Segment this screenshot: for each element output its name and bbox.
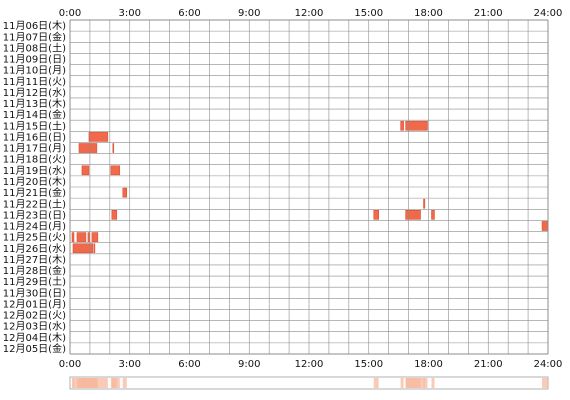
row-label: 11月25日(火) xyxy=(3,232,66,244)
activity-bar xyxy=(91,232,99,242)
x-tick-label-top: 6:00 xyxy=(178,8,200,19)
row-label: 11月07日(金) xyxy=(3,30,66,43)
activity-bars xyxy=(71,120,549,254)
activity-bar xyxy=(111,210,118,220)
row-label: 11月09日(日) xyxy=(3,54,66,66)
row-label: 11月20日(木) xyxy=(3,176,66,188)
activity-bar xyxy=(400,120,404,131)
row-label: 11月13日(木) xyxy=(3,98,66,110)
row-label: 11月18日(火) xyxy=(3,154,66,166)
row-label: 11月29日(土) xyxy=(3,275,66,288)
x-tick-label-top: 0:00 xyxy=(59,8,81,19)
x-tick-label-top: 9:00 xyxy=(238,8,260,19)
summary-strip-frame xyxy=(69,376,549,390)
activity-bar xyxy=(72,243,94,254)
x-tick-label-bottom: 18:00 xyxy=(414,359,443,370)
activity-bar xyxy=(81,165,90,176)
activity-bar xyxy=(405,120,428,131)
x-tick-label-top: 12:00 xyxy=(295,8,324,19)
row-labels: 11月06日(木)11月07日(金)11月08日(土)11月09日(日)11月1… xyxy=(3,20,66,355)
activity-bar xyxy=(71,232,75,242)
summary-strip-mark xyxy=(542,378,548,388)
x-tick-label-bottom: 12:00 xyxy=(295,359,324,370)
row-label: 11月26日(水) xyxy=(3,243,66,255)
x-tick-label-bottom: 9:00 xyxy=(238,359,260,370)
row-label: 11月15日(土) xyxy=(3,119,66,132)
x-tick-label-top: 24:00 xyxy=(534,8,563,19)
activity-bar xyxy=(405,210,421,220)
activity-bar xyxy=(423,198,426,209)
summary-strip-mark xyxy=(373,378,379,388)
row-label: 11月28日(金) xyxy=(3,264,66,277)
summary-strip-mark xyxy=(72,378,93,388)
activity-bar xyxy=(88,132,109,142)
summary-strip-mark xyxy=(111,378,117,388)
summary-strip-mark xyxy=(423,378,425,388)
row-label: 11月12日(水) xyxy=(3,87,66,99)
row-label: 11月10日(月) xyxy=(3,65,66,77)
x-tick-label-bottom: 6:00 xyxy=(178,359,200,370)
row-label: 12月05日(金) xyxy=(3,342,66,355)
summary-strip-mark xyxy=(431,378,435,388)
row-label: 12月03日(水) xyxy=(3,321,66,333)
row-label: 11月30日(日) xyxy=(3,287,66,299)
summary-strip-mark xyxy=(400,378,404,388)
row-label: 11月23日(日) xyxy=(3,209,66,221)
activity-bar xyxy=(541,221,549,231)
row-label: 11月11日(火) xyxy=(3,76,66,88)
activity-bar xyxy=(87,232,90,242)
row-label: 11月08日(土) xyxy=(3,41,66,54)
x-tick-label-bottom: 24:00 xyxy=(534,359,563,370)
activity-bar xyxy=(431,210,435,220)
x-tick-label-top: 18:00 xyxy=(414,8,443,19)
grid-lines xyxy=(69,19,549,355)
x-tick-label-top: 21:00 xyxy=(474,8,503,19)
row-label: 12月02日(火) xyxy=(3,310,66,322)
activity-bar xyxy=(110,165,121,176)
activity-bar xyxy=(78,143,98,153)
activity-bar xyxy=(76,232,87,242)
summary-strip-mark xyxy=(122,378,127,388)
summary-strip-mark xyxy=(88,378,108,388)
row-label: 11月14日(金) xyxy=(3,108,66,121)
row-label: 11月06日(木) xyxy=(3,20,66,32)
summary-strip-mark xyxy=(405,378,421,388)
row-label: 11月27日(木) xyxy=(3,254,66,266)
row-label: 12月01日(月) xyxy=(3,298,66,310)
row-label: 12月04日(木) xyxy=(3,332,66,344)
summary-strip-mark xyxy=(93,378,95,388)
activity-bar xyxy=(112,143,115,153)
activity-bar xyxy=(93,243,96,254)
x-tick-labels-bottom: 0:00 3:00 6:00 9:00 12:00 15:00 18:00 21:00 24:0… xyxy=(59,359,563,370)
row-label: 11月19日(水) xyxy=(3,165,66,177)
x-tick-labels-top: 0:00 3:00 6:00 9:00 12:00 15:00 18:00 21:00 24:0… xyxy=(59,8,563,19)
summary-strip xyxy=(69,376,549,390)
x-tick-label-bottom: 21:00 xyxy=(474,359,503,370)
row-label: 11月16日(日) xyxy=(3,131,66,143)
activity-bar xyxy=(122,187,128,198)
row-label: 11月21日(金) xyxy=(3,186,66,199)
row-label: 11月22日(土) xyxy=(3,197,66,210)
x-tick-label-bottom: 3:00 xyxy=(119,359,141,370)
x-tick-label-bottom: 0:00 xyxy=(59,359,81,370)
x-tick-label-top: 3:00 xyxy=(119,8,141,19)
x-tick-label-bottom: 15:00 xyxy=(354,359,383,370)
activity-bar xyxy=(373,210,379,220)
x-tick-label-top: 15:00 xyxy=(354,8,383,19)
row-label: 11月17日(月) xyxy=(3,143,66,155)
row-label: 11月24日(月) xyxy=(3,221,66,233)
